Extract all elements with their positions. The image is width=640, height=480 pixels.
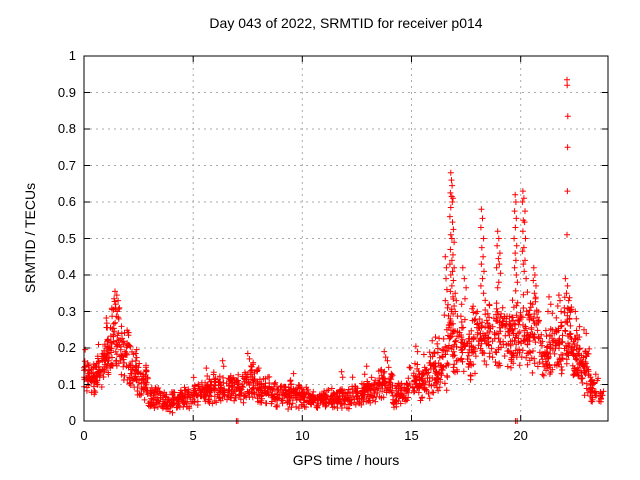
y-tick-label: 0.4 bbox=[57, 267, 76, 282]
y-tick-label: 0.3 bbox=[57, 303, 76, 319]
x-axis-label: GPS time / hours bbox=[292, 452, 400, 468]
y-tick-label: 0.8 bbox=[57, 121, 76, 136]
grid-lines bbox=[84, 56, 608, 421]
x-tick-label: 0 bbox=[80, 428, 88, 443]
x-tick-label: 5 bbox=[189, 428, 197, 443]
plot-border bbox=[83, 55, 609, 422]
x-tick-label: 10 bbox=[295, 428, 310, 443]
x-tick-label: 15 bbox=[404, 428, 419, 443]
y-tick-label: 0.5 bbox=[57, 230, 76, 246]
chart-title: Day 043 of 2022, SRMTID for receiver p01… bbox=[209, 15, 483, 31]
y-tick-label: 1 bbox=[68, 48, 76, 63]
x-tick-label: 20 bbox=[513, 428, 528, 443]
y-tick-label: 0.1 bbox=[57, 376, 76, 392]
scatter-points bbox=[81, 76, 607, 424]
y-tick-label: 0.7 bbox=[57, 157, 76, 173]
y-tick-label: 0.6 bbox=[57, 194, 76, 209]
y-tick-label: 0.2 bbox=[57, 340, 76, 355]
y-tick-label: 0 bbox=[68, 413, 76, 428]
y-tick-label: 0.9 bbox=[57, 84, 76, 100]
